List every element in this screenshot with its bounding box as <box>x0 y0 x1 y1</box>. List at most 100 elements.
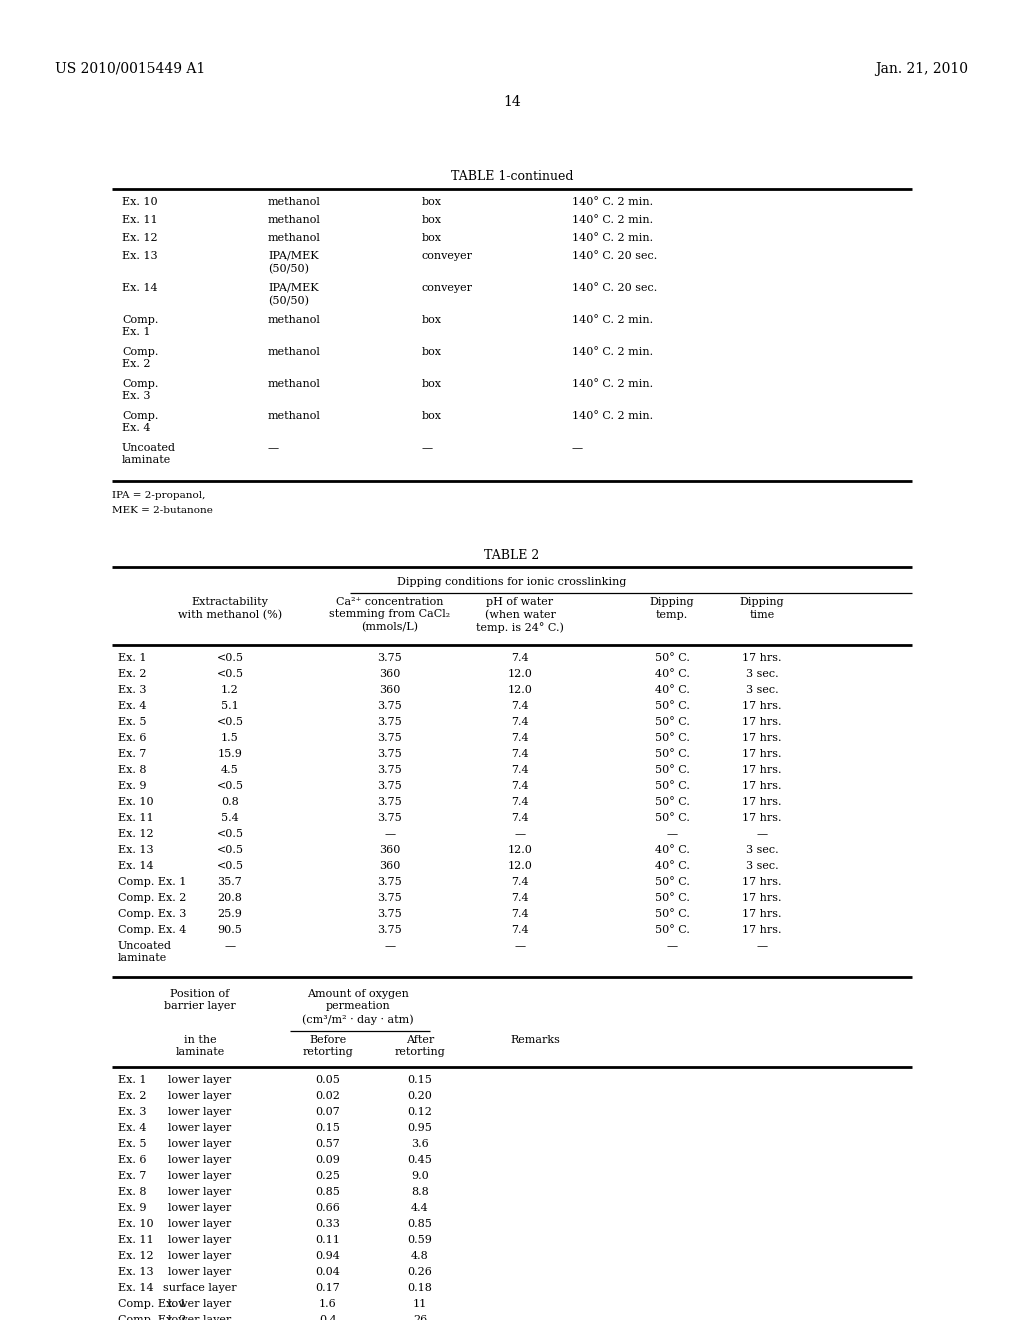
Text: Position of
barrier layer: Position of barrier layer <box>164 989 236 1011</box>
Text: 1.6: 1.6 <box>319 1299 337 1309</box>
Text: 17 hrs.: 17 hrs. <box>742 813 781 822</box>
Text: lower layer: lower layer <box>168 1187 231 1197</box>
Text: After
retorting: After retorting <box>394 1035 445 1057</box>
Text: box: box <box>422 215 442 224</box>
Text: 3.75: 3.75 <box>378 925 402 935</box>
Text: 0.95: 0.95 <box>408 1123 432 1133</box>
Text: 17 hrs.: 17 hrs. <box>742 733 781 743</box>
Text: 8.8: 8.8 <box>411 1187 429 1197</box>
Text: methanol: methanol <box>268 411 321 421</box>
Text: 0.66: 0.66 <box>315 1203 340 1213</box>
Text: Ca²⁺ concentration
stemming from CaCl₂
(mmols/L): Ca²⁺ concentration stemming from CaCl₂ (… <box>330 597 451 632</box>
Text: 360: 360 <box>379 845 400 855</box>
Text: Comp.
Ex. 2: Comp. Ex. 2 <box>122 347 159 370</box>
Text: <0.5: <0.5 <box>216 829 244 840</box>
Text: 0.85: 0.85 <box>408 1218 432 1229</box>
Text: —: — <box>514 941 525 950</box>
Text: Comp.
Ex. 4: Comp. Ex. 4 <box>122 411 159 433</box>
Text: IPA/MEK
(50/50): IPA/MEK (50/50) <box>268 282 318 306</box>
Text: Ex. 12: Ex. 12 <box>118 829 154 840</box>
Text: 0.8: 0.8 <box>221 797 239 807</box>
Text: Jan. 21, 2010: Jan. 21, 2010 <box>874 62 968 77</box>
Text: —: — <box>422 444 433 453</box>
Text: 360: 360 <box>379 861 400 871</box>
Text: box: box <box>422 197 442 207</box>
Text: 17 hrs.: 17 hrs. <box>742 766 781 775</box>
Text: Remarks: Remarks <box>510 1035 560 1045</box>
Text: 0.18: 0.18 <box>408 1283 432 1294</box>
Text: 90.5: 90.5 <box>217 925 243 935</box>
Text: 7.4: 7.4 <box>511 813 528 822</box>
Text: methanol: methanol <box>268 315 321 325</box>
Text: 50° C.: 50° C. <box>654 909 689 919</box>
Text: 50° C.: 50° C. <box>654 813 689 822</box>
Text: 11: 11 <box>413 1299 427 1309</box>
Text: time: time <box>750 610 774 620</box>
Text: 0.05: 0.05 <box>315 1074 340 1085</box>
Text: Ex. 11: Ex. 11 <box>118 813 154 822</box>
Text: pH of water
(when water
temp. is 24° C.): pH of water (when water temp. is 24° C.) <box>476 597 564 634</box>
Text: Ex. 13: Ex. 13 <box>122 251 158 261</box>
Text: 1.2: 1.2 <box>221 685 239 696</box>
Text: 50° C.: 50° C. <box>654 781 689 791</box>
Text: 17 hrs.: 17 hrs. <box>742 876 781 887</box>
Text: 17 hrs.: 17 hrs. <box>742 653 781 663</box>
Text: methanol: methanol <box>268 347 321 356</box>
Text: 360: 360 <box>379 669 400 678</box>
Text: 12.0: 12.0 <box>508 845 532 855</box>
Text: 3.75: 3.75 <box>378 876 402 887</box>
Text: —: — <box>384 829 395 840</box>
Text: lower layer: lower layer <box>168 1092 231 1101</box>
Text: box: box <box>422 347 442 356</box>
Text: Dipping conditions for ionic crosslinking: Dipping conditions for ionic crosslinkin… <box>397 577 627 587</box>
Text: Dipping: Dipping <box>739 597 784 607</box>
Text: 17 hrs.: 17 hrs. <box>742 894 781 903</box>
Text: box: box <box>422 315 442 325</box>
Text: 140° C. 2 min.: 140° C. 2 min. <box>572 315 653 325</box>
Text: Ex. 13: Ex. 13 <box>118 845 154 855</box>
Text: 26: 26 <box>413 1315 427 1320</box>
Text: <0.5: <0.5 <box>216 861 244 871</box>
Text: 14: 14 <box>503 95 521 110</box>
Text: 0.33: 0.33 <box>315 1218 340 1229</box>
Text: Comp. Ex. 3: Comp. Ex. 3 <box>118 909 186 919</box>
Text: 7.4: 7.4 <box>511 876 528 887</box>
Text: 3.75: 3.75 <box>378 653 402 663</box>
Text: 3 sec.: 3 sec. <box>745 685 778 696</box>
Text: 17 hrs.: 17 hrs. <box>742 909 781 919</box>
Text: Ex. 11: Ex. 11 <box>122 215 158 224</box>
Text: surface layer: surface layer <box>163 1283 237 1294</box>
Text: —: — <box>667 829 678 840</box>
Text: 7.4: 7.4 <box>511 653 528 663</box>
Text: lower layer: lower layer <box>168 1299 231 1309</box>
Text: —: — <box>572 444 583 453</box>
Text: 7.4: 7.4 <box>511 909 528 919</box>
Text: 50° C.: 50° C. <box>654 876 689 887</box>
Text: —: — <box>667 941 678 950</box>
Text: 140° C. 2 min.: 140° C. 2 min. <box>572 379 653 389</box>
Text: <0.5: <0.5 <box>216 653 244 663</box>
Text: 0.17: 0.17 <box>315 1283 340 1294</box>
Text: temp.: temp. <box>656 610 688 620</box>
Text: 17 hrs.: 17 hrs. <box>742 701 781 711</box>
Text: methanol: methanol <box>268 234 321 243</box>
Text: Ex. 10: Ex. 10 <box>118 1218 154 1229</box>
Text: 140° C. 2 min.: 140° C. 2 min. <box>572 411 653 421</box>
Text: —: — <box>757 829 768 840</box>
Text: 140° C. 2 min.: 140° C. 2 min. <box>572 197 653 207</box>
Text: methanol: methanol <box>268 215 321 224</box>
Text: 7.4: 7.4 <box>511 766 528 775</box>
Text: 0.94: 0.94 <box>315 1251 340 1261</box>
Text: 140° C. 20 sec.: 140° C. 20 sec. <box>572 251 657 261</box>
Text: 0.57: 0.57 <box>315 1139 340 1148</box>
Text: Ex. 11: Ex. 11 <box>118 1236 154 1245</box>
Text: Ex. 7: Ex. 7 <box>118 748 146 759</box>
Text: IPA = 2-propanol,: IPA = 2-propanol, <box>112 491 206 500</box>
Text: Ex. 4: Ex. 4 <box>118 1123 146 1133</box>
Text: 0.15: 0.15 <box>408 1074 432 1085</box>
Text: 5.1: 5.1 <box>221 701 239 711</box>
Text: —: — <box>268 444 280 453</box>
Text: 0.07: 0.07 <box>315 1107 340 1117</box>
Text: lower layer: lower layer <box>168 1218 231 1229</box>
Text: lower layer: lower layer <box>168 1315 231 1320</box>
